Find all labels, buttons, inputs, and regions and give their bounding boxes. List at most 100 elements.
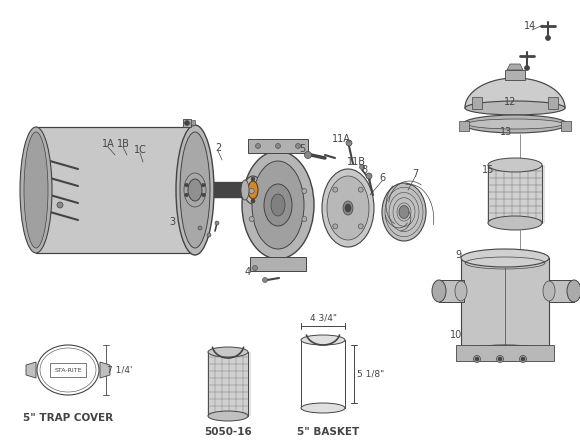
Bar bbox=[561, 121, 571, 131]
Text: STA-RITE: STA-RITE bbox=[55, 367, 82, 373]
Ellipse shape bbox=[461, 249, 549, 267]
Ellipse shape bbox=[202, 183, 205, 187]
Bar bbox=[36, 127, 195, 253]
Ellipse shape bbox=[24, 132, 48, 248]
Text: 5050-16: 5050-16 bbox=[204, 427, 252, 437]
Ellipse shape bbox=[496, 355, 503, 363]
Text: 4 3/4": 4 3/4" bbox=[310, 314, 336, 322]
Text: 11B: 11B bbox=[346, 157, 365, 167]
Ellipse shape bbox=[198, 226, 202, 230]
Ellipse shape bbox=[188, 179, 202, 201]
Ellipse shape bbox=[180, 132, 210, 248]
Ellipse shape bbox=[248, 181, 258, 199]
Text: 8: 8 bbox=[361, 165, 367, 175]
Text: 1B: 1B bbox=[117, 139, 129, 149]
Ellipse shape bbox=[271, 194, 285, 216]
Ellipse shape bbox=[455, 281, 467, 301]
Text: 3: 3 bbox=[169, 217, 175, 227]
Text: 5" TRAP COVER: 5" TRAP COVER bbox=[23, 413, 113, 423]
Ellipse shape bbox=[345, 204, 351, 212]
Ellipse shape bbox=[463, 115, 567, 133]
Ellipse shape bbox=[276, 143, 281, 149]
Ellipse shape bbox=[295, 143, 300, 149]
Bar bbox=[191, 120, 195, 125]
Ellipse shape bbox=[215, 221, 219, 225]
Ellipse shape bbox=[302, 217, 307, 221]
Bar bbox=[183, 119, 191, 127]
Text: 7 1/4': 7 1/4' bbox=[107, 366, 133, 374]
Bar bbox=[250, 257, 306, 271]
Ellipse shape bbox=[567, 280, 580, 302]
Ellipse shape bbox=[333, 187, 338, 192]
Ellipse shape bbox=[176, 125, 214, 255]
Bar bbox=[549, 280, 574, 302]
Ellipse shape bbox=[475, 357, 479, 361]
Polygon shape bbox=[100, 362, 110, 378]
Ellipse shape bbox=[249, 217, 254, 221]
Text: 13: 13 bbox=[500, 127, 512, 137]
Ellipse shape bbox=[244, 176, 262, 204]
Ellipse shape bbox=[301, 403, 345, 413]
Ellipse shape bbox=[256, 143, 260, 149]
Polygon shape bbox=[26, 362, 36, 378]
Ellipse shape bbox=[202, 193, 205, 197]
Ellipse shape bbox=[264, 184, 292, 226]
Ellipse shape bbox=[399, 206, 409, 218]
Ellipse shape bbox=[366, 173, 372, 179]
Text: 5 1/8": 5 1/8" bbox=[357, 370, 385, 378]
Text: 1C: 1C bbox=[133, 145, 146, 155]
Ellipse shape bbox=[208, 411, 248, 421]
Bar bbox=[208, 352, 248, 416]
Bar bbox=[488, 165, 542, 223]
Ellipse shape bbox=[546, 35, 550, 41]
Text: 11A: 11A bbox=[332, 134, 350, 144]
Text: 14: 14 bbox=[524, 21, 536, 31]
Ellipse shape bbox=[524, 66, 530, 71]
Ellipse shape bbox=[241, 180, 249, 200]
Ellipse shape bbox=[358, 187, 363, 192]
Text: 12: 12 bbox=[504, 97, 516, 107]
Ellipse shape bbox=[191, 122, 195, 126]
Ellipse shape bbox=[304, 152, 311, 158]
Ellipse shape bbox=[473, 355, 480, 363]
Bar bbox=[461, 258, 549, 353]
Polygon shape bbox=[465, 78, 565, 108]
Text: 2: 2 bbox=[215, 143, 221, 153]
Ellipse shape bbox=[467, 119, 563, 129]
Ellipse shape bbox=[333, 224, 338, 229]
Polygon shape bbox=[507, 64, 523, 70]
Ellipse shape bbox=[252, 161, 304, 249]
Ellipse shape bbox=[382, 183, 426, 241]
Ellipse shape bbox=[343, 201, 353, 215]
Ellipse shape bbox=[252, 265, 258, 270]
Ellipse shape bbox=[520, 355, 527, 363]
Ellipse shape bbox=[251, 199, 255, 203]
Ellipse shape bbox=[498, 357, 502, 361]
Ellipse shape bbox=[358, 224, 363, 229]
Ellipse shape bbox=[327, 176, 369, 240]
Bar bbox=[439, 280, 464, 302]
Ellipse shape bbox=[360, 164, 364, 169]
Ellipse shape bbox=[185, 193, 188, 197]
Ellipse shape bbox=[242, 151, 314, 259]
Bar bbox=[50, 363, 86, 377]
Ellipse shape bbox=[432, 280, 446, 302]
Ellipse shape bbox=[302, 188, 307, 194]
Ellipse shape bbox=[521, 357, 525, 361]
Ellipse shape bbox=[185, 183, 188, 187]
Ellipse shape bbox=[208, 347, 248, 357]
Text: 5" BASKET: 5" BASKET bbox=[297, 427, 359, 437]
Ellipse shape bbox=[184, 120, 190, 126]
Ellipse shape bbox=[465, 101, 565, 115]
Bar bbox=[505, 70, 525, 80]
Text: 15: 15 bbox=[482, 165, 494, 175]
Text: 5: 5 bbox=[299, 144, 305, 154]
Ellipse shape bbox=[207, 233, 211, 237]
Text: 1A: 1A bbox=[102, 139, 114, 149]
Bar bbox=[548, 97, 558, 109]
Text: 7: 7 bbox=[412, 169, 418, 179]
Bar bbox=[456, 345, 554, 361]
Bar bbox=[459, 121, 469, 131]
Ellipse shape bbox=[322, 169, 374, 247]
Ellipse shape bbox=[488, 216, 542, 230]
